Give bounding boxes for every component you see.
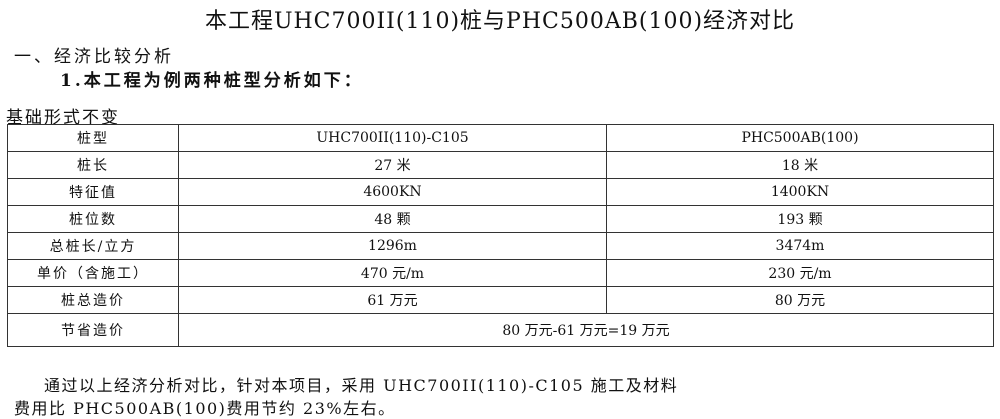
cell-value: 80 万元 xyxy=(606,286,994,314)
table-row: 总桩长/立方 1296m 3474m xyxy=(7,232,994,260)
cell-value: UHC700II(110)-C105 xyxy=(178,124,607,152)
cell-value: 48 颗 xyxy=(178,205,607,233)
cell-value: 1400KN xyxy=(606,178,994,206)
table-row: 桩长 27 米 18 米 xyxy=(7,151,994,179)
cell-value: 1296m xyxy=(178,232,607,260)
conclusion-line-2: 费用比 PHC500AB(100)费用节约 23%左右。 xyxy=(14,399,396,418)
row-label: 特征值 xyxy=(7,178,179,206)
row-label: 总桩长/立方 xyxy=(7,232,179,260)
section-heading: 一、经济比较分析 xyxy=(14,47,174,67)
cell-value: PHC500AB(100) xyxy=(606,124,994,152)
table-row: 单价（含施工） 470 元/m 230 元/m xyxy=(7,259,994,287)
cell-value: 27 米 xyxy=(178,151,607,179)
row-label: 单价（含施工） xyxy=(7,259,179,287)
cell-value: 4600KN xyxy=(178,178,607,206)
table-row-savings: 节省造价 80 万元-61 万元=19 万元 xyxy=(7,313,994,347)
savings-value: 80 万元-61 万元=19 万元 xyxy=(178,313,994,347)
row-label: 桩总造价 xyxy=(7,286,179,314)
cell-value: 18 米 xyxy=(606,151,994,179)
table-row: 桩位数 48 颗 193 颗 xyxy=(7,205,994,233)
table-row: 桩型 UHC700II(110)-C105 PHC500AB(100) xyxy=(7,124,994,152)
cell-value: 193 颗 xyxy=(606,205,994,233)
row-label: 节省造价 xyxy=(7,313,179,347)
subsection-heading: 1.本工程为例两种桩型分析如下： xyxy=(60,71,364,91)
row-label: 桩长 xyxy=(7,151,179,179)
table-row: 特征值 4600KN 1400KN xyxy=(7,178,994,206)
table-caption: 基础形式不变 xyxy=(6,108,120,128)
cell-value: 3474m xyxy=(606,232,994,260)
cell-value: 470 元/m xyxy=(178,259,607,287)
table-row: 桩总造价 61 万元 80 万元 xyxy=(7,286,994,314)
row-label: 桩位数 xyxy=(7,205,179,233)
page-title: 本工程UHC700II(110)桩与PHC500AB(100)经济对比 xyxy=(204,9,796,34)
cell-value: 61 万元 xyxy=(178,286,607,314)
conclusion-line-1: 通过以上经济分析对比，针对本项目，采用 UHC700II(110)-C105 施… xyxy=(44,376,679,395)
cell-value: 230 元/m xyxy=(606,259,994,287)
row-label: 桩型 xyxy=(7,124,179,152)
